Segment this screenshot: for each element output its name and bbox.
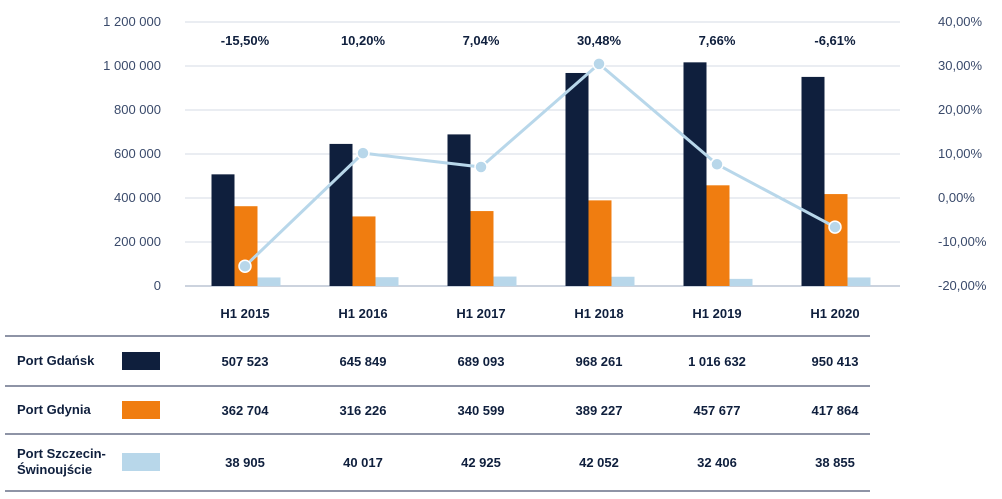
bar-szczecin (611, 276, 635, 286)
growth-point (238, 259, 252, 273)
y-left-tick-label: 200 000 (114, 234, 161, 249)
table-cell: 316 226 (340, 403, 387, 418)
table-cell: 950 413 (812, 354, 859, 369)
y-right-tick-label: 0,00% (938, 190, 975, 205)
bar-gdansk (683, 62, 707, 287)
table-cell: 507 523 (222, 354, 269, 369)
growth-point (592, 57, 606, 71)
y-right-tick-label: 20,00% (938, 102, 983, 117)
table-cell: 1 016 632 (688, 354, 746, 369)
growth-point (828, 220, 842, 234)
table-cell: 42 052 (579, 455, 619, 470)
bar-gdynia (470, 211, 494, 286)
bar-szczecin (847, 277, 871, 286)
growth-label: -6,61% (814, 33, 856, 48)
growth-labels: -15,50% 10,20% 7,04% 30,48% 7,66% -6,61% (221, 33, 856, 48)
growth-point (356, 146, 370, 160)
bar-gdynia (588, 200, 612, 286)
table-cell: 40 017 (343, 455, 383, 470)
y-right-tick-label: -10,00% (938, 234, 987, 249)
table-cell: 417 864 (812, 403, 860, 418)
y-left-tick-label: 600 000 (114, 146, 161, 161)
growth-label: 30,48% (577, 33, 622, 48)
bar-gdynia (234, 206, 258, 286)
series-name: Port Szczecin- (17, 446, 106, 461)
table-cell: 42 925 (461, 455, 501, 470)
table-cell: 689 093 (458, 354, 505, 369)
bar-szczecin (257, 277, 281, 286)
y-axis-left: 0 200 000 400 000 600 000 800 000 1 000 000 1 … (103, 14, 161, 293)
table-cell: 968 261 (576, 354, 623, 369)
bar-gdynia (824, 194, 848, 286)
y-right-tick-label: 10,00% (938, 146, 983, 161)
category-label: H1 2016 (338, 306, 387, 321)
y-right-tick-label: 30,00% (938, 58, 983, 73)
y-left-tick-label: 1 000 000 (103, 58, 161, 73)
growth-line (238, 57, 842, 273)
legend-swatch (122, 453, 160, 471)
table-cell: 362 704 (222, 403, 270, 418)
growth-point (710, 157, 724, 172)
bar-szczecin (493, 276, 517, 286)
table-cell: 38 905 (225, 455, 265, 470)
y-left-tick-label: 1 200 000 (103, 14, 161, 29)
growth-label: 7,66% (699, 33, 736, 48)
table-cell: 645 849 (340, 354, 387, 369)
bar-gdansk (565, 72, 589, 287)
table-cell: 457 677 (694, 403, 741, 418)
bar-gdynia (352, 216, 376, 286)
legend-swatch (122, 401, 160, 419)
growth-line-path (243, 61, 836, 268)
data-table: Port Gdańsk 507 523 645 849 689 093 968 261 1… (5, 335, 870, 492)
category-label: H1 2019 (692, 306, 741, 321)
y-left-tick-label: 400 000 (114, 190, 161, 205)
x-axis-categories: H1 2015 H1 2016 H1 2017 H1 2018 H1 2019 H1 20… (220, 306, 859, 321)
category-label: H1 2018 (574, 306, 623, 321)
growth-label: 7,04% (463, 33, 500, 48)
category-label: H1 2017 (456, 306, 505, 321)
bar-szczecin (375, 277, 399, 286)
y-right-tick-label: -20,00% (938, 278, 987, 293)
series-name: Port Gdynia (17, 402, 91, 417)
table-cell: 38 855 (815, 455, 855, 470)
series-name: Świnoujście (17, 462, 92, 477)
bar-gdansk (211, 174, 235, 286)
y-right-tick-label: 40,00% (938, 14, 983, 29)
table-cell: 32 406 (697, 455, 737, 470)
category-label: H1 2020 (810, 306, 859, 321)
growth-label: -15,50% (221, 33, 270, 48)
y-left-tick-label: 800 000 (114, 102, 161, 117)
bar-gdansk (447, 134, 471, 286)
bar-gdynia (706, 185, 730, 286)
bar-szczecin (729, 278, 753, 286)
y-axis-right: -20,00% -10,00% 0,00% 10,00% 20,00% 30,00% 40,… (938, 14, 987, 293)
y-left-tick-label: 0 (154, 278, 161, 293)
growth-point (474, 160, 488, 174)
table-cell: 340 599 (458, 403, 505, 418)
gridlines (185, 21, 900, 287)
category-label: H1 2015 (220, 306, 269, 321)
table-cell: 389 227 (576, 403, 623, 418)
bar-gdansk (801, 76, 825, 286)
growth-label: 10,20% (341, 33, 386, 48)
legend-swatch (122, 352, 160, 370)
series-name: Port Gdańsk (17, 353, 95, 368)
bars (211, 62, 871, 287)
